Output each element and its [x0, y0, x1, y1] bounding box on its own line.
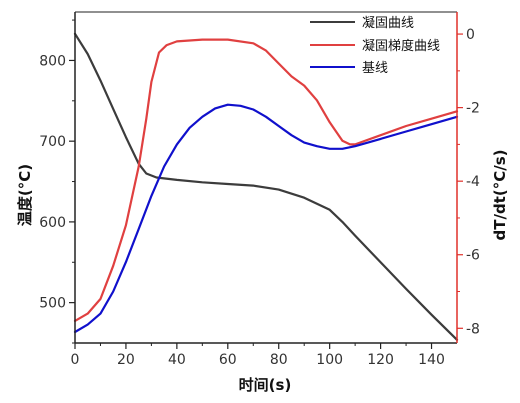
y-right-tick-label: 0 — [466, 27, 475, 43]
legend-label-2: 凝固梯度曲线 — [362, 38, 440, 54]
y-right-axis-title: dT/dt(°C/s) — [491, 150, 509, 241]
x-tick-label: 100 — [316, 352, 343, 368]
y-left-axis-title: 温度(°C) — [16, 164, 34, 226]
ticks: 0 20 40 60 80 100 120 140 500 600 700 800 -8 -6 -4 -2 0 — [39, 19, 480, 368]
y-left-tick-label: 500 — [39, 296, 66, 312]
x-tick-label: 20 — [117, 352, 135, 368]
axes — [74, 11, 458, 344]
y-left-tick-label: 700 — [39, 134, 66, 150]
y-right-tick-label: -2 — [466, 101, 480, 117]
x-axis-title: 时间(s) — [239, 376, 292, 394]
series-line-1 — [73, 32, 459, 341]
series-line-3 — [73, 103, 459, 334]
x-tick-label: 40 — [168, 352, 186, 368]
y-left-tick-label: 600 — [39, 215, 66, 231]
y-right-tick-label: -8 — [466, 321, 480, 337]
y-left-tick-label: 800 — [39, 53, 66, 69]
x-tick-label: 140 — [418, 352, 445, 368]
x-tick-label: 80 — [270, 352, 288, 368]
x-tick-label: 60 — [219, 352, 237, 368]
x-tick-label: 120 — [367, 352, 394, 368]
legend: 凝固曲线 凝固梯度曲线 基线 — [310, 15, 440, 76]
legend-label-1: 凝固曲线 — [362, 15, 414, 31]
series-line-2 — [73, 38, 459, 322]
plot-lines — [73, 32, 459, 341]
y-right-tick-label: -6 — [466, 248, 480, 264]
x-tick-label: 0 — [71, 352, 80, 368]
legend-label-3: 基线 — [362, 61, 388, 76]
y-right-tick-label: -4 — [466, 174, 480, 190]
